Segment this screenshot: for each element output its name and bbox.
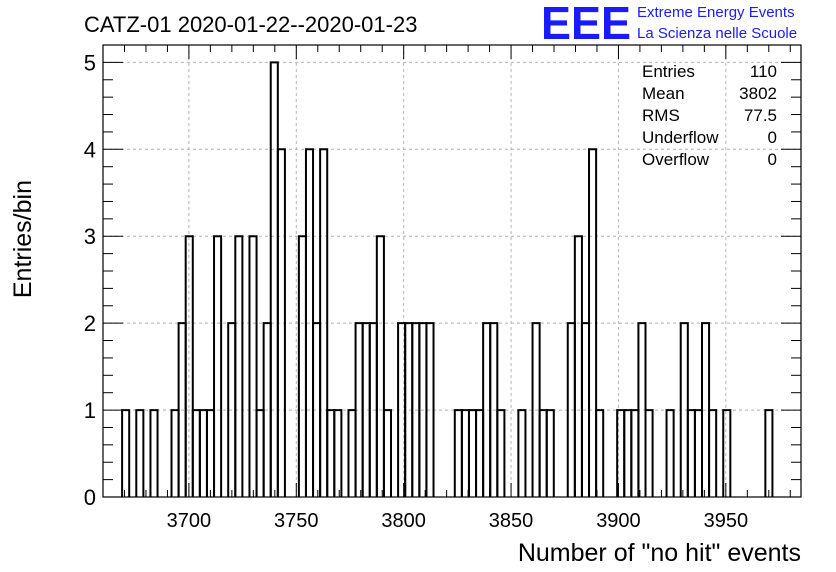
histogram-bin xyxy=(623,409,633,497)
y-tick-label: 5 xyxy=(84,50,96,75)
y-tick-label: 3 xyxy=(84,224,96,249)
x-tick-label: 3900 xyxy=(596,510,641,532)
histogram-bin xyxy=(517,409,527,497)
x-tick-label: 3700 xyxy=(167,510,212,532)
stats-value: 110 xyxy=(750,62,777,81)
histogram-bin xyxy=(276,148,286,497)
y-tick-label: 2 xyxy=(84,311,96,336)
histogram-bin xyxy=(297,235,307,497)
logo-line-1: Extreme Energy Events xyxy=(637,4,795,21)
histogram-bin xyxy=(630,409,640,497)
stats-label: Underflow xyxy=(642,128,719,147)
histogram-bin xyxy=(475,409,485,497)
histogram-bars xyxy=(121,61,774,497)
x-axis-label: Number of "no hit" events xyxy=(518,539,801,567)
x-tick-label: 3950 xyxy=(704,510,749,532)
histogram-bin xyxy=(184,235,194,497)
axis-ticks xyxy=(102,44,801,498)
histogram-bin xyxy=(347,409,357,497)
eee-logo-mark: EEE xyxy=(541,0,631,49)
stats-value: 0 xyxy=(768,150,777,169)
histogram-bin xyxy=(198,409,208,497)
eee-logo: EEE Extreme Energy Events La Scienza nel… xyxy=(541,0,797,49)
histogram-bin xyxy=(665,409,675,497)
histogram-bin xyxy=(234,235,244,497)
histogram-bin xyxy=(453,409,463,497)
histogram-bin xyxy=(693,409,703,497)
histogram-bin xyxy=(588,148,598,497)
stats-label: Entries xyxy=(642,62,695,81)
histogram-bin xyxy=(764,409,774,497)
histogram-bin xyxy=(644,409,654,497)
histogram-bin xyxy=(205,409,216,497)
x-tick-label: 3750 xyxy=(274,510,319,532)
stats-label: RMS xyxy=(642,106,680,125)
histogram-bin xyxy=(425,322,435,497)
histogram-bin xyxy=(135,409,145,497)
histogram-bin xyxy=(722,409,732,497)
chart-title: CATZ-01 2020-01-22--2020-01-23 xyxy=(84,12,417,37)
histogram-bin xyxy=(573,235,583,497)
stats-value: 0 xyxy=(768,128,777,147)
histogram-bin xyxy=(496,409,506,497)
y-tick-label: 4 xyxy=(84,137,96,162)
stats-value: 77.5 xyxy=(744,106,777,125)
histogram-bin xyxy=(333,409,343,497)
histogram-bin xyxy=(149,409,159,497)
x-tick-labels: 3700 3750 3800 3850 3900 3950 xyxy=(167,510,748,532)
histogram-bin xyxy=(467,409,478,497)
histogram-bin xyxy=(170,409,180,497)
histogram-bin xyxy=(255,409,265,497)
histogram-bin xyxy=(326,409,336,497)
y-tick-labels: 0 1 2 3 4 5 xyxy=(84,50,96,510)
stats-box: Entries 110 Mean 3802 RMS 77.5 Underflow… xyxy=(642,62,777,169)
y-axis-label: Entries/bin xyxy=(9,180,37,298)
histogram-bin xyxy=(460,409,470,497)
histogram-bin xyxy=(382,409,393,497)
histogram-bin xyxy=(248,235,258,497)
histogram-bin xyxy=(595,409,605,497)
x-tick-label: 3800 xyxy=(381,510,426,532)
histogram-bin xyxy=(375,235,385,497)
histogram-bin xyxy=(213,235,223,497)
histogram-bin xyxy=(121,409,131,497)
histogram-bin xyxy=(545,409,555,497)
histogram-bin xyxy=(708,409,718,497)
stats-value: 3802 xyxy=(739,84,777,103)
histogram-bin xyxy=(191,409,201,497)
histogram-bin xyxy=(686,409,696,497)
stats-label: Overflow xyxy=(642,150,710,169)
histogram-bin xyxy=(538,409,548,497)
x-tick-label: 3850 xyxy=(489,510,534,532)
logo-line-2: La Scienza nelle Scuole xyxy=(637,25,797,42)
histogram-bin xyxy=(319,148,329,497)
stats-label: Mean xyxy=(642,84,685,103)
y-tick-label: 1 xyxy=(84,398,96,423)
histogram-bin xyxy=(269,61,279,497)
y-tick-label: 0 xyxy=(84,485,96,510)
